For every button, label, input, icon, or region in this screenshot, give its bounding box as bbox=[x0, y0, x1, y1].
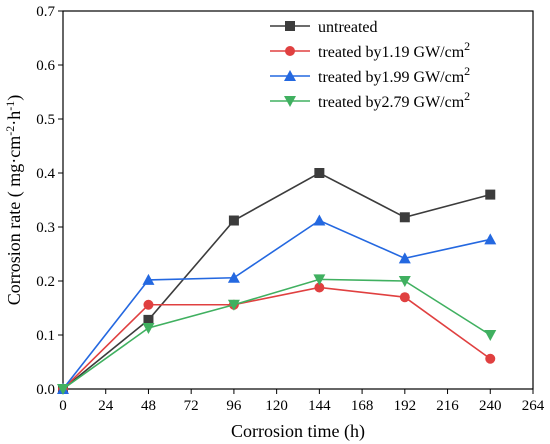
y-tick-label: 0.4 bbox=[36, 166, 55, 182]
data-point bbox=[313, 274, 326, 286]
y-axis-title-main: Corrosion rate ( mg·cm bbox=[4, 136, 25, 305]
y-tick-label: 0.0 bbox=[36, 382, 55, 398]
x-tick-label: 192 bbox=[394, 398, 417, 414]
data-point bbox=[314, 168, 325, 178]
series-line bbox=[62, 172, 491, 390]
x-tick-label: 264 bbox=[522, 398, 545, 414]
series-line bbox=[62, 219, 491, 390]
legend-item: treated by1.99 GW/cm2 bbox=[270, 64, 470, 86]
series-line bbox=[62, 286, 491, 390]
y-tick-label: 0.5 bbox=[36, 112, 55, 128]
y-axis-title: Corrosion rate ( mg·cm-2·h-1) bbox=[3, 95, 25, 305]
data-point bbox=[485, 353, 496, 364]
x-tick-label: 240 bbox=[479, 398, 502, 414]
data-point bbox=[398, 276, 411, 287]
data-point bbox=[399, 292, 410, 303]
legend: untreated treated by1.19 GW/cm2 treated by… bbox=[270, 19, 470, 111]
legend-label: treated by1.19 GW/cm2 bbox=[318, 39, 470, 61]
x-tick-label: 24 bbox=[98, 398, 114, 414]
y-tick-label: 0.3 bbox=[36, 220, 55, 236]
x-tick-label: 0 bbox=[59, 398, 67, 414]
y-tick-label: 0.1 bbox=[36, 328, 55, 344]
data-point bbox=[313, 214, 326, 226]
y-tick-label: 0.6 bbox=[36, 58, 55, 74]
data-point bbox=[142, 273, 155, 285]
data-point bbox=[285, 46, 295, 56]
data-point bbox=[142, 322, 155, 334]
data-point bbox=[484, 330, 497, 341]
x-tick-label: 48 bbox=[141, 398, 156, 414]
series-1 bbox=[58, 282, 496, 394]
data-point bbox=[227, 271, 240, 283]
legend-label: treated by1.99 GW/cm2 bbox=[318, 64, 470, 86]
legend-item: treated by2.79 GW/cm2 bbox=[270, 89, 470, 111]
legend-item: untreated bbox=[270, 19, 378, 36]
series-line bbox=[62, 278, 491, 390]
data-point bbox=[284, 96, 296, 107]
x-tick-label: 168 bbox=[351, 398, 374, 414]
y-tick-label: 0.2 bbox=[36, 274, 55, 290]
series-layer bbox=[57, 168, 497, 395]
legend-label: untreated bbox=[318, 19, 378, 36]
data-point bbox=[284, 70, 296, 81]
y-axis-title-end: ) bbox=[4, 95, 25, 101]
x-axis-title: Corrosion time (h) bbox=[231, 421, 365, 442]
plot-frame bbox=[62, 10, 534, 390]
data-point bbox=[399, 212, 410, 223]
y-axis-title-sup1: -2 bbox=[3, 126, 17, 136]
legend-label: treated by2.79 GW/cm2 bbox=[318, 89, 470, 111]
data-point bbox=[285, 21, 295, 31]
series-0 bbox=[58, 168, 496, 394]
axes: 0 24 48 72 96 120 144 168 192 216 240 264 0.0 0.1 0.2 0… bbox=[36, 4, 545, 414]
x-tick-label: 144 bbox=[308, 398, 331, 414]
data-point bbox=[143, 314, 154, 325]
y-tick-label: 0.7 bbox=[36, 4, 55, 20]
data-point bbox=[143, 299, 154, 310]
series-2 bbox=[57, 214, 497, 394]
y-axis-title-sup2: -1 bbox=[3, 101, 17, 111]
legend-item: treated by1.19 GW/cm2 bbox=[270, 39, 470, 61]
data-point bbox=[484, 233, 497, 245]
x-tick-label: 120 bbox=[265, 398, 288, 414]
data-point bbox=[57, 384, 69, 395]
series-3 bbox=[57, 274, 497, 395]
y-axis-title-mid: ·h bbox=[4, 111, 24, 126]
x-tick-label: 216 bbox=[436, 398, 459, 414]
data-point bbox=[314, 282, 325, 293]
data-point bbox=[228, 215, 239, 226]
x-tick-label: 96 bbox=[226, 398, 242, 414]
data-point bbox=[485, 189, 496, 200]
data-point bbox=[227, 299, 240, 311]
x-tick-label: 72 bbox=[184, 398, 199, 414]
data-point bbox=[398, 252, 411, 264]
